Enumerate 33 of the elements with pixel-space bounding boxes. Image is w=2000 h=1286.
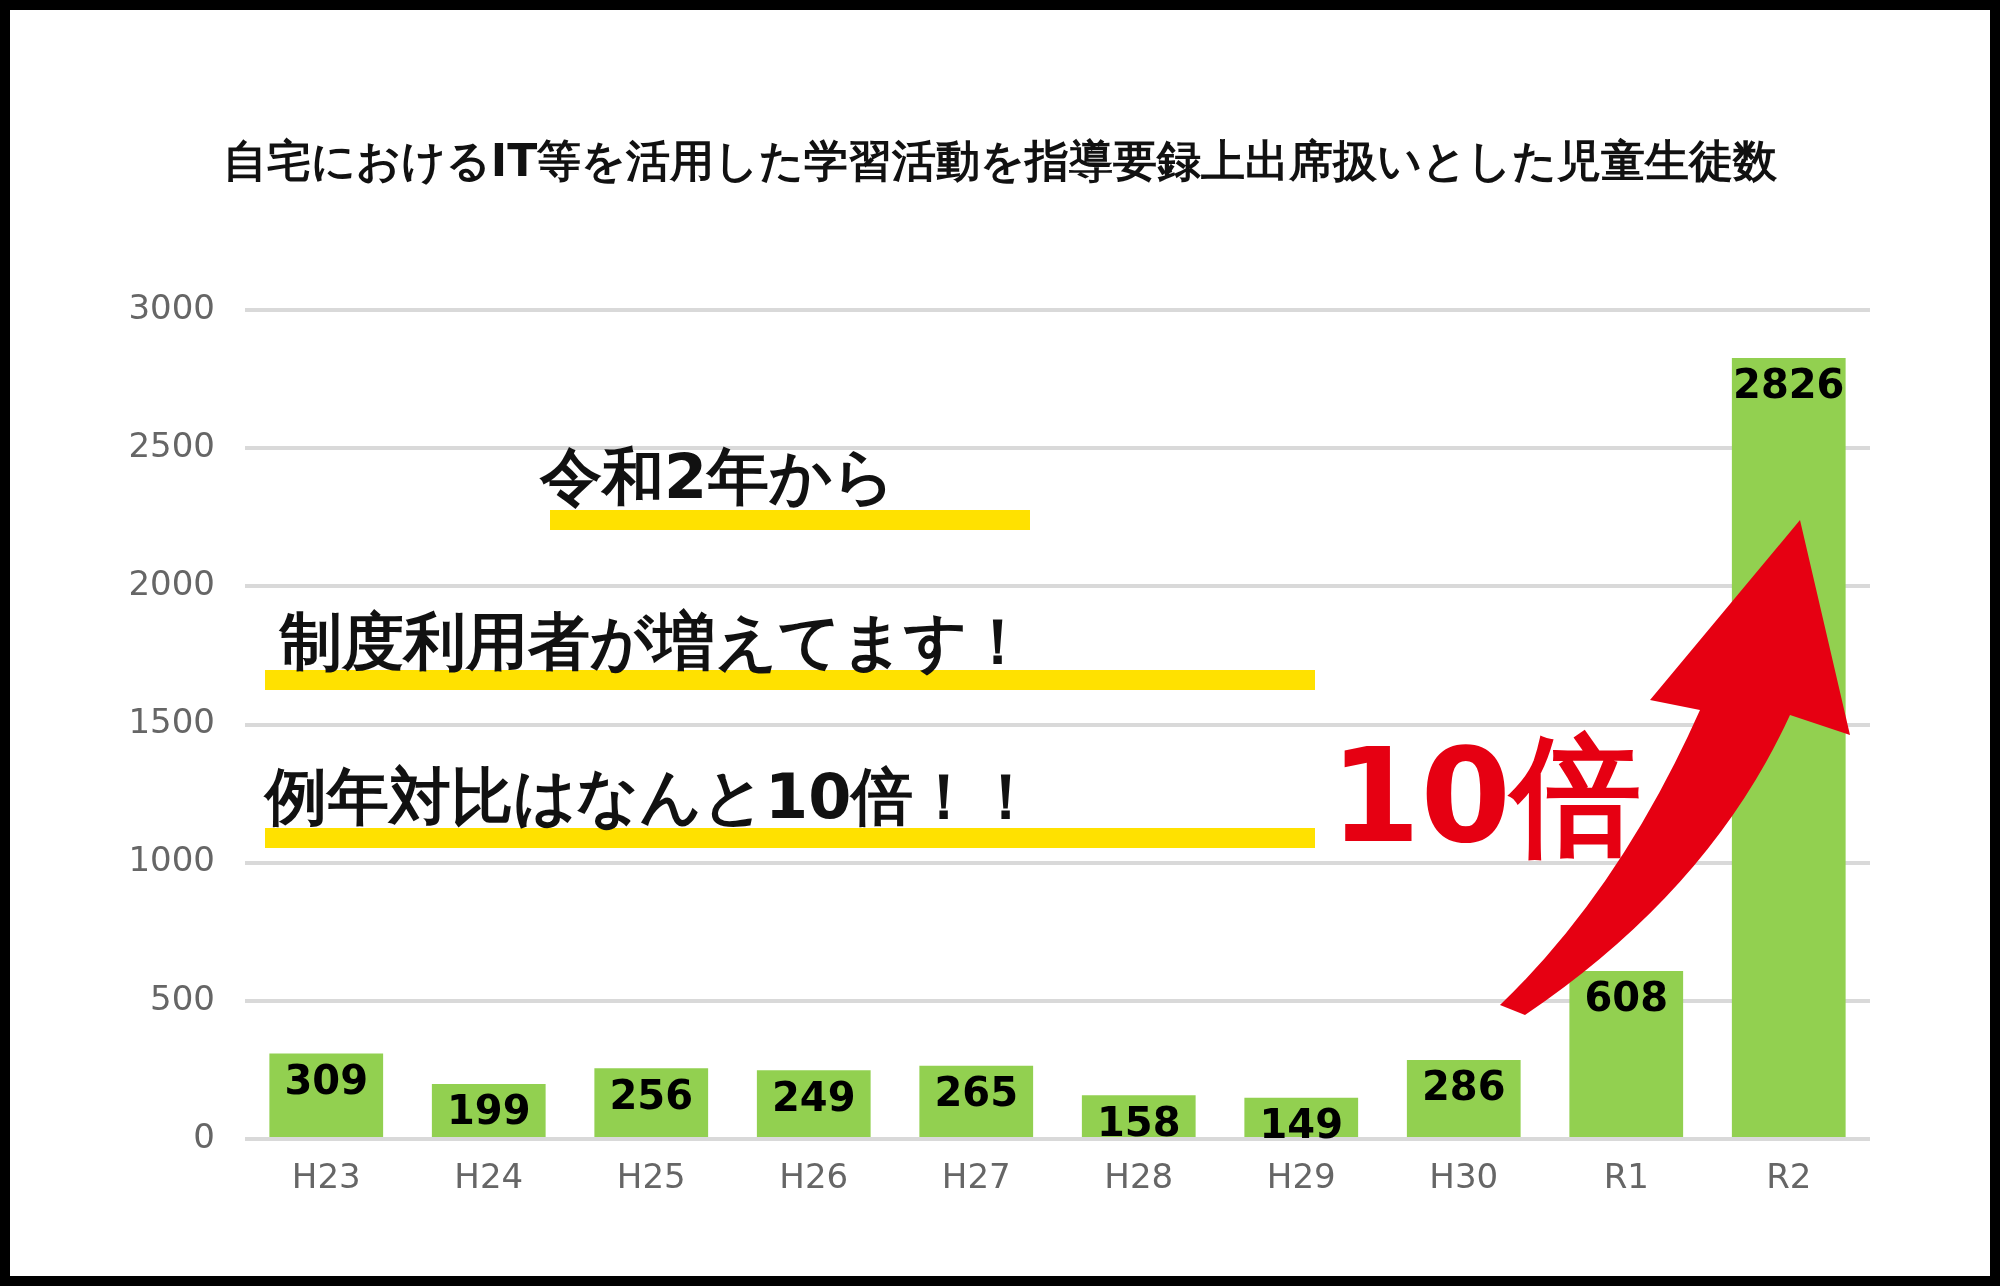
data-label: 2826 — [1733, 361, 1845, 408]
x-tick-label: H26 — [779, 1156, 849, 1197]
data-label: 309 — [284, 1057, 368, 1103]
x-tick-label: R1 — [1603, 1156, 1649, 1197]
x-tick-label: H23 — [291, 1156, 361, 1197]
y-tick-label: 3000 — [128, 286, 215, 327]
y-tick-label: 1500 — [128, 701, 215, 742]
data-label: 256 — [609, 1071, 693, 1118]
x-tick-label: H24 — [454, 1156, 524, 1197]
data-label: 265 — [934, 1069, 1018, 1116]
y-tick-label: 1000 — [128, 839, 215, 880]
x-tick-label: H29 — [1266, 1156, 1336, 1197]
annotation: 例年対比はなんと10倍！！ — [265, 759, 1038, 835]
data-label: 149 — [1259, 1101, 1343, 1148]
annotation: 10倍 — [1330, 719, 1641, 874]
annotation: 令和2年から — [540, 439, 896, 515]
y-tick-label: 2500 — [128, 424, 215, 465]
annotation: 制度利用者が増えてます！ — [280, 604, 1029, 680]
data-label: 249 — [772, 1073, 856, 1120]
data-label: 286 — [1422, 1063, 1506, 1110]
y-tick-label: 500 — [150, 977, 215, 1018]
y-tick-label: 0 — [193, 1115, 215, 1156]
bar — [1569, 970, 1684, 1137]
data-label: 199 — [447, 1087, 531, 1134]
x-tick-label: H25 — [616, 1156, 686, 1197]
chart-title: 自宅におけるIT等を活用した学習活動を指導要録上出席扱いとした児童生徒数 — [221, 134, 1779, 188]
x-tick-label: H28 — [1104, 1156, 1174, 1197]
x-tick-label: H30 — [1429, 1156, 1499, 1197]
y-tick-label: 2000 — [128, 563, 215, 604]
data-label: 608 — [1584, 974, 1668, 1021]
data-label: 158 — [1097, 1098, 1181, 1145]
x-tick-label: R2 — [1766, 1156, 1812, 1197]
x-tick-label: H27 — [941, 1156, 1011, 1197]
